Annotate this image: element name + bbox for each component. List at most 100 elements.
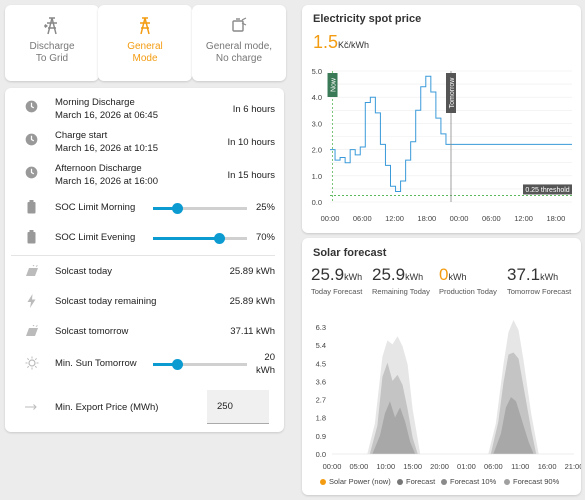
min-export-price-row: Min. Export Price (MWh) bbox=[5, 388, 275, 424]
solar-power-icon bbox=[26, 265, 38, 276]
min-sun-tomorrow-label: Min. Sun Tomorrow bbox=[55, 358, 137, 369]
x-tick-label: 11:00 bbox=[511, 462, 529, 471]
y-tick-label: 0.0 bbox=[312, 198, 322, 207]
y-tick-label: 2.0 bbox=[312, 146, 322, 155]
afternoon-discharge-value: In 15 hours bbox=[227, 170, 275, 181]
battery-icon bbox=[27, 230, 36, 244]
sun-icon bbox=[25, 356, 39, 370]
clock-icon bbox=[25, 100, 38, 113]
charge-start-row[interactable]: Charge start March 16, 2026 at 10:15 In … bbox=[5, 129, 275, 159]
stat-unit: kWh bbox=[448, 272, 467, 282]
x-tick-label: 18:00 bbox=[546, 214, 565, 223]
solar-forecast-card: Solar forecast 25.9kWh Today Forecast 25… bbox=[302, 238, 581, 495]
mode-label: General mode, No charge bbox=[205, 41, 273, 64]
min-sun-tomorrow-value: 20 kWh bbox=[256, 351, 275, 377]
card-title: Electricity spot price bbox=[313, 13, 422, 25]
x-tick-label: 00:00 bbox=[450, 214, 469, 223]
y-tick-label: 4.0 bbox=[312, 93, 322, 102]
afternoon-discharge-date: March 16, 2026 at 16:00 bbox=[55, 176, 158, 187]
x-tick-label: 20:00 bbox=[430, 462, 449, 471]
stat-label: Remaining Today bbox=[372, 287, 430, 296]
x-tick-label: 18:00 bbox=[417, 214, 436, 223]
min-sun-tomorrow-slider[interactable] bbox=[153, 359, 247, 370]
stat-value: 25.9 bbox=[311, 265, 345, 284]
afternoon-discharge-row[interactable]: Afternoon Discharge March 16, 2026 at 16… bbox=[5, 162, 275, 192]
solcast-tomorrow-row[interactable]: Solcast tomorrow 37.11 kWh bbox=[5, 322, 275, 342]
soc-limit-evening-value: 70% bbox=[255, 232, 275, 243]
y-tick-label: 2.7 bbox=[316, 396, 326, 405]
stat-unit: kWh bbox=[405, 272, 424, 282]
slider-handle[interactable] bbox=[171, 359, 183, 370]
min-export-price-label: Min. Export Price (MWh) bbox=[55, 402, 159, 413]
series-area bbox=[372, 397, 534, 454]
y-tick-label: 3.0 bbox=[312, 119, 322, 128]
mode-discharge-to-grid-button[interactable]: Discharge To Grid bbox=[5, 5, 99, 81]
mode-general-no-charge-button[interactable]: General mode, No charge bbox=[192, 5, 286, 81]
battery-icon bbox=[27, 200, 36, 214]
solcast-today-row[interactable]: Solcast today 25.89 kWh bbox=[5, 262, 275, 282]
current-price-value: 1.5 bbox=[313, 32, 339, 52]
card-title: Solar forecast bbox=[313, 247, 387, 259]
slider-handle[interactable] bbox=[213, 233, 225, 244]
remaining-today-stat: 25.9kWh Remaining Today bbox=[372, 265, 430, 296]
solcast-today-label: Solcast today bbox=[55, 266, 113, 277]
x-tick-label: 15:00 bbox=[403, 462, 422, 471]
morning-discharge-row[interactable]: Morning Discharge March 16, 2026 at 06:4… bbox=[5, 96, 275, 126]
soc-limit-morning-value: 25% bbox=[255, 202, 275, 213]
charge-start-date: March 16, 2026 at 10:15 bbox=[55, 143, 158, 154]
soc-limit-morning-slider[interactable] bbox=[153, 203, 247, 214]
legend-solar-power[interactable]: Solar Power (now) bbox=[320, 477, 391, 486]
x-tick-label: 06:00 bbox=[353, 214, 372, 223]
transmission-tower-export-icon bbox=[44, 17, 57, 35]
solcast-tomorrow-label: Solcast tomorrow bbox=[55, 326, 129, 337]
stat-value: 37.1 bbox=[507, 265, 541, 284]
stat-unit: kWh bbox=[540, 272, 559, 282]
threshold-label: 0.25 threshold bbox=[525, 187, 569, 194]
legend-forecast-90[interactable]: Forecast 90% bbox=[504, 477, 559, 486]
y-tick-label: 0.0 bbox=[316, 450, 326, 459]
y-tick-label: 0.9 bbox=[316, 432, 326, 441]
slider-fill bbox=[153, 363, 177, 366]
y-tick-label: 6.3 bbox=[316, 323, 326, 332]
slider-fill bbox=[153, 237, 219, 240]
legend-dot bbox=[504, 479, 510, 486]
tomorrow-forecast-stat: 37.1kWh Tomorrow Forecast bbox=[507, 265, 571, 296]
solcast-remaining-row[interactable]: Solcast today remaining 25.89 kWh bbox=[5, 292, 275, 312]
mode-general-button[interactable]: General Mode bbox=[98, 5, 192, 81]
spot-price-chart: 0.0 1.0 2.0 3.0 4.0 5.0 00:00 06:00 12:00 18:00 00… bbox=[312, 67, 572, 223]
soc-limit-evening-row: SOC Limit Evening 70% bbox=[5, 228, 275, 248]
battery-off-icon bbox=[232, 17, 247, 32]
threshold-badge bbox=[523, 184, 572, 195]
stat-value: 0 bbox=[439, 265, 449, 284]
stat-unit: kWh bbox=[344, 272, 363, 282]
x-tick-label: 21:00 bbox=[565, 462, 581, 471]
soc-limit-evening-slider[interactable] bbox=[153, 233, 247, 244]
legend-dot bbox=[397, 479, 403, 486]
legend-dot bbox=[441, 479, 447, 486]
now-marker-badge bbox=[327, 73, 338, 97]
x-tick-label: 12:00 bbox=[385, 214, 404, 223]
now-marker-label: Now bbox=[331, 77, 338, 92]
production-today-stat: 0kWh Production Today bbox=[439, 265, 497, 296]
min-export-price-input[interactable] bbox=[207, 390, 269, 424]
electricity-spot-price-card: Electricity spot price 1.5Kč/kWh 0.0 1.0 2… bbox=[302, 5, 581, 233]
y-tick-label: 5.0 bbox=[312, 67, 322, 76]
legend-forecast[interactable]: Forecast bbox=[397, 477, 435, 486]
solcast-tomorrow-value: 37.11 kWh bbox=[230, 326, 275, 337]
mode-label: Discharge To Grid bbox=[29, 41, 75, 64]
y-tick-label: 1.8 bbox=[316, 414, 326, 423]
slider-handle[interactable] bbox=[171, 203, 183, 214]
y-tick-label: 3.6 bbox=[316, 377, 326, 386]
charge-start-title: Charge start bbox=[55, 130, 108, 141]
x-tick-label: 16:00 bbox=[538, 462, 557, 471]
morning-discharge-title: Morning Discharge bbox=[55, 97, 135, 108]
mode-label: General Mode bbox=[127, 41, 163, 64]
x-tick-label: 00:00 bbox=[321, 214, 340, 223]
legend-label: Forecast bbox=[406, 477, 436, 486]
soc-limit-morning-label: SOC Limit Morning bbox=[55, 202, 136, 213]
y-tick-label: 5.4 bbox=[316, 341, 326, 350]
stat-label: Production Today bbox=[439, 287, 497, 296]
min-sun-value-unit: kWh bbox=[256, 365, 275, 376]
stat-value: 25.9 bbox=[372, 265, 406, 284]
legend-forecast-10[interactable]: Forecast 10% bbox=[441, 477, 496, 486]
